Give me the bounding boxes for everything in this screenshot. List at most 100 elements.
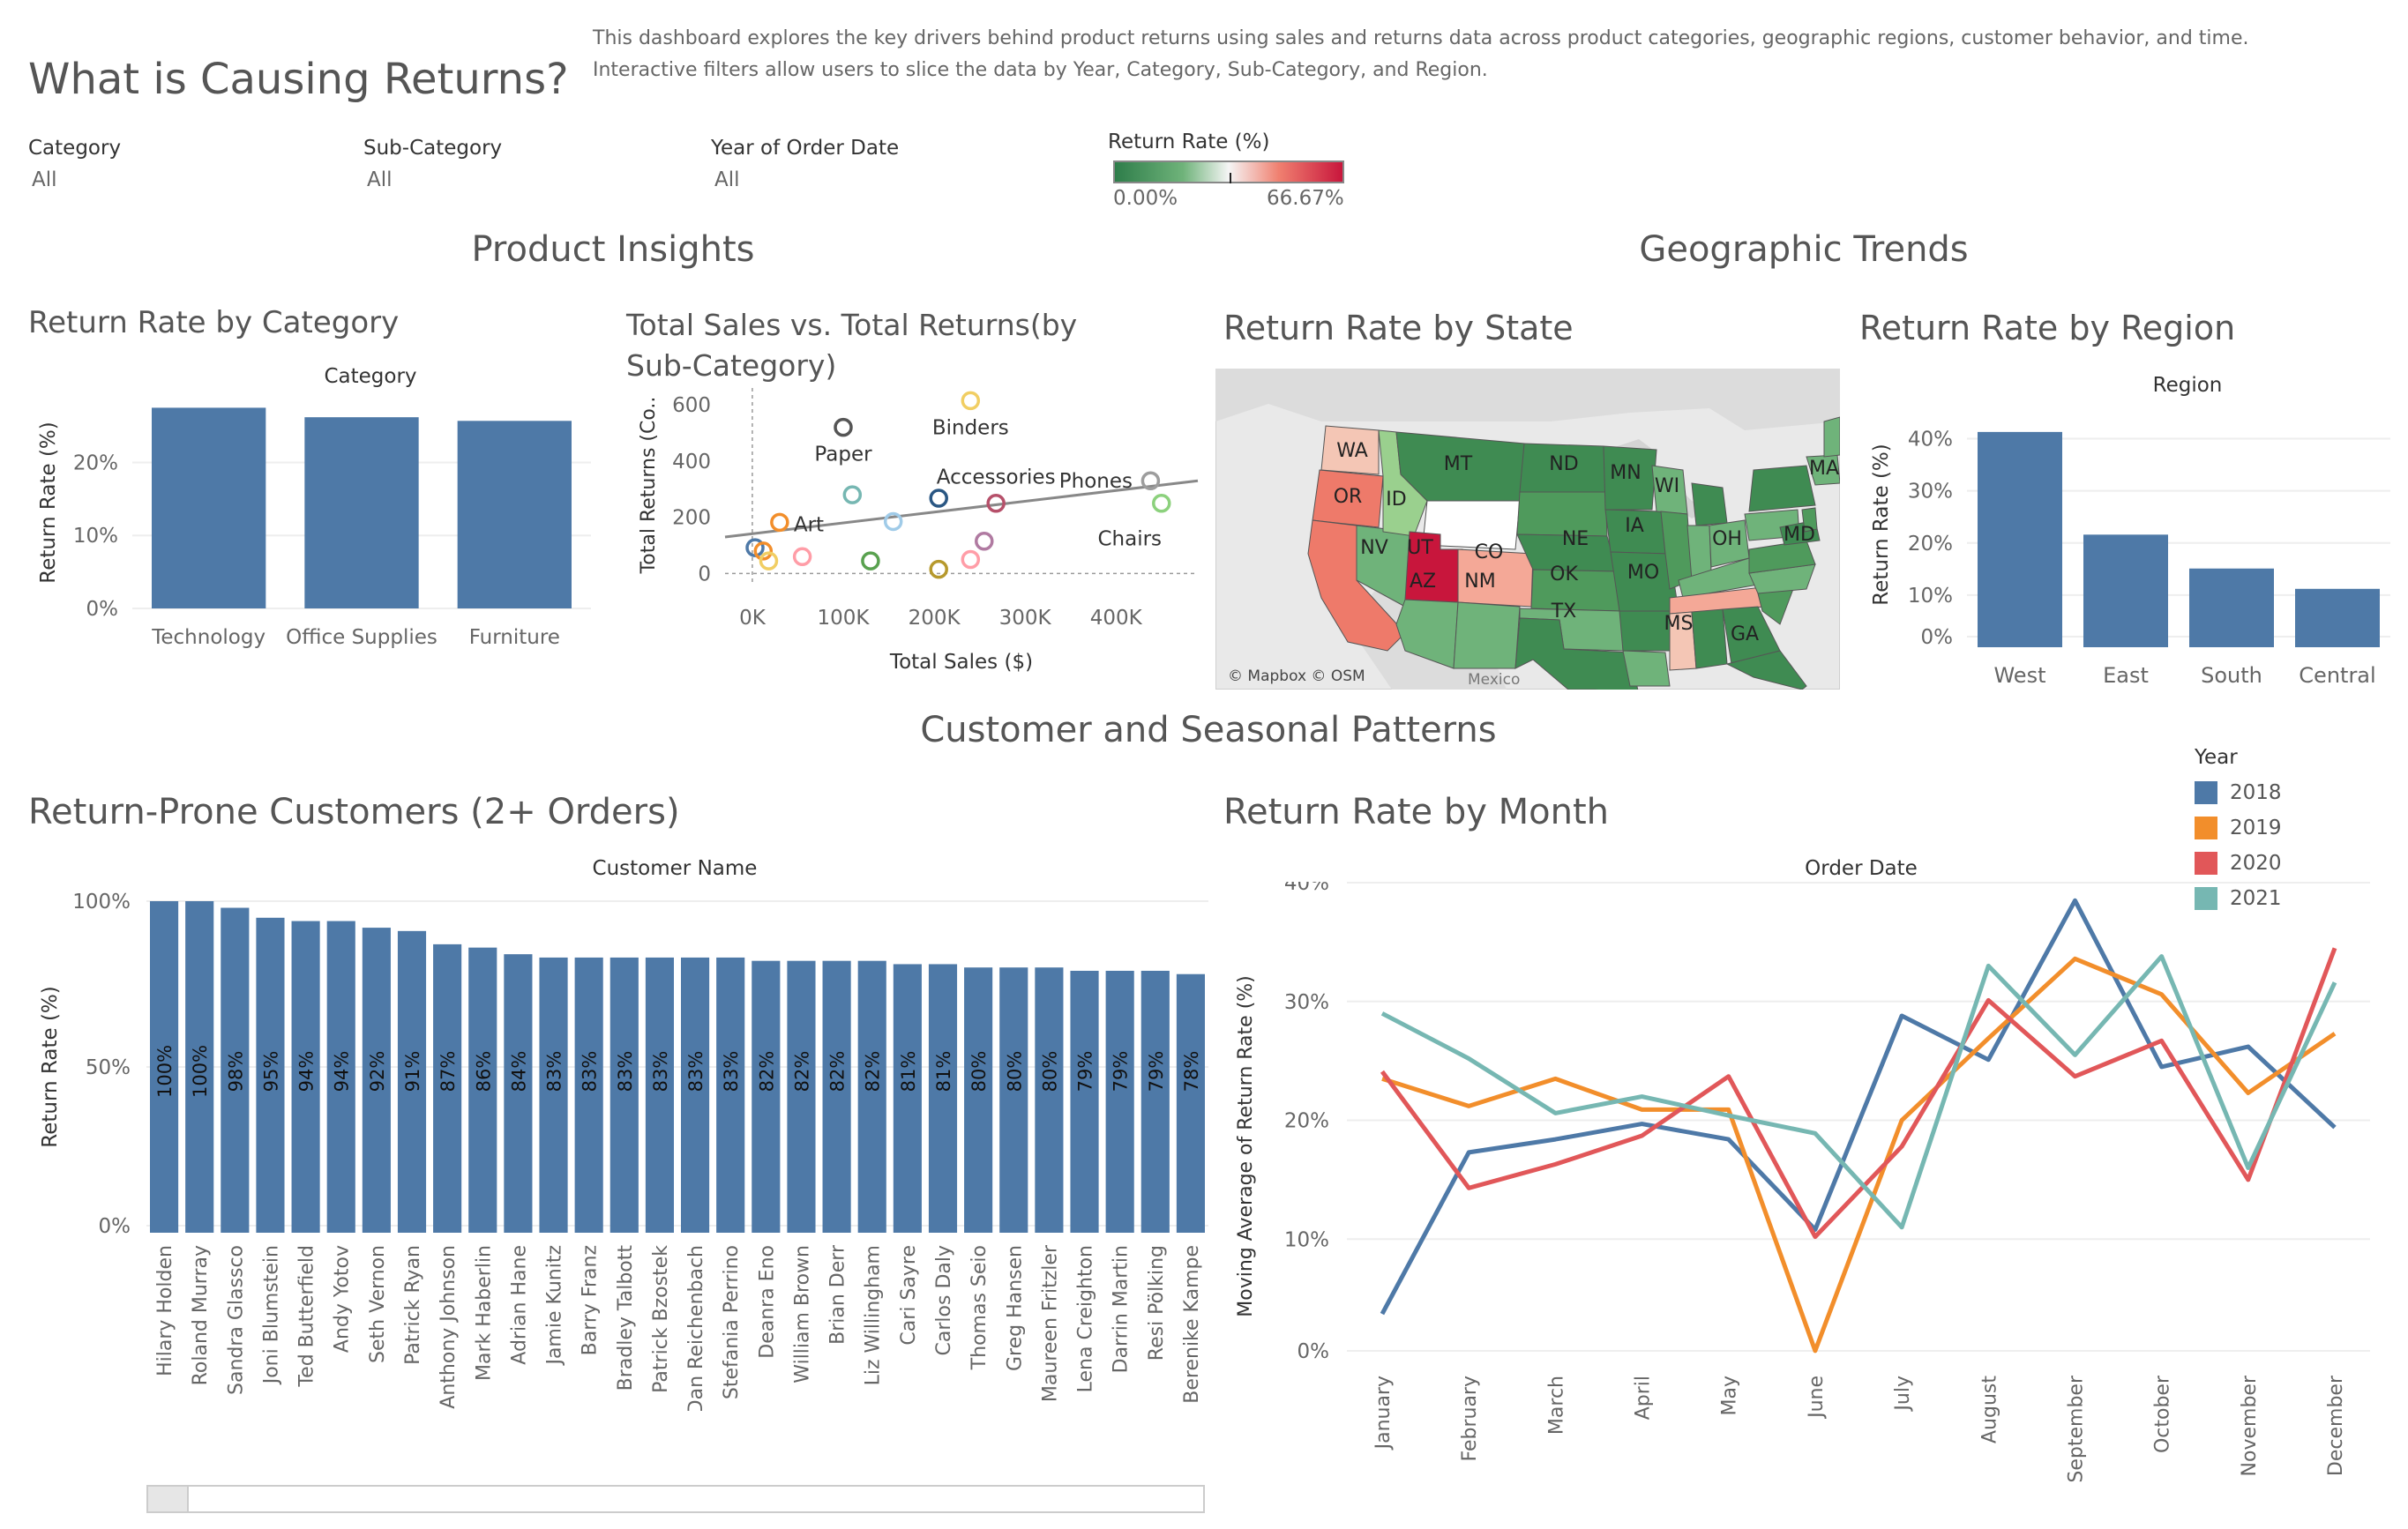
region-bar[interactable]: [2083, 534, 2168, 647]
customer-bar[interactable]: [928, 964, 958, 1233]
scatter-point[interactable]: [842, 485, 863, 504]
region-bar[interactable]: [2189, 568, 2274, 647]
filter-category[interactable]: Category All: [28, 137, 293, 191]
y-tick-label: 40%: [1284, 882, 1329, 895]
scatter-point[interactable]: [986, 493, 1006, 513]
customer-bar[interactable]: [433, 944, 462, 1233]
customer-bar[interactable]: [1176, 973, 1205, 1233]
customer-bar[interactable]: [468, 947, 497, 1233]
year-legend-item[interactable]: 2018: [2195, 781, 2371, 804]
customer-name-label: Adrian Hane: [508, 1245, 530, 1365]
customer-bar[interactable]: [504, 954, 533, 1233]
region-bar-chart[interactable]: 0% 10% 20% 30% 40% Return Rate (%) West East Sou…: [1861, 397, 2399, 697]
customer-bar[interactable]: [964, 967, 993, 1233]
state-NJ[interactable]: [1801, 507, 1818, 533]
customer-bar[interactable]: [291, 921, 320, 1233]
month-line-chart[interactable]: 0% 10% 20% 30% 40% Moving Average of Return R…: [1223, 882, 2388, 1517]
region-bar[interactable]: [2295, 588, 2380, 647]
customer-bar[interactable]: [893, 964, 922, 1233]
category-bar[interactable]: [304, 417, 419, 608]
series-line-2021[interactable]: [1380, 954, 2337, 1230]
customer-bar[interactable]: [185, 901, 214, 1233]
state-NY[interactable]: [1748, 465, 1816, 512]
customer-bar[interactable]: [221, 907, 250, 1233]
scatter-point[interactable]: [753, 541, 774, 561]
bar-value-label: 98%: [225, 1051, 246, 1093]
customer-bar[interactable]: [326, 921, 355, 1233]
horizontal-scrollbar[interactable]: [146, 1485, 1205, 1513]
scatter-point[interactable]: [759, 551, 779, 571]
customer-bar[interactable]: [1070, 970, 1099, 1233]
state-AR[interactable]: [1619, 610, 1671, 652]
customer-bar[interactable]: [574, 957, 603, 1233]
customer-bar[interactable]: [999, 967, 1028, 1233]
customer-bar[interactable]: [822, 960, 851, 1233]
scatter-point[interactable]: [861, 551, 880, 571]
filter-value[interactable]: All: [367, 168, 393, 191]
scatter-point[interactable]: [792, 547, 812, 567]
state-WA[interactable]: [1320, 425, 1380, 475]
category-bar[interactable]: [152, 407, 266, 608]
series-line-2018[interactable]: [1380, 898, 2337, 1316]
state-MN[interactable]: [1603, 445, 1657, 511]
state-FL[interactable]: [1725, 650, 1807, 690]
customer-bar[interactable]: [1035, 967, 1064, 1233]
state-AL[interactable]: [1691, 608, 1728, 669]
filter-sub-category[interactable]: Sub-Category All: [363, 137, 628, 191]
customer-bar[interactable]: [752, 960, 781, 1233]
state-WY[interactable]: [1422, 500, 1521, 550]
customer-name-label: Barry Franz: [580, 1245, 602, 1355]
year-legend-item[interactable]: 2020: [2195, 852, 2371, 875]
customer-bar[interactable]: [681, 957, 710, 1233]
series-line-2020[interactable]: [1380, 947, 2337, 1240]
customer-bar[interactable]: [609, 957, 639, 1233]
customer-bar[interactable]: [1140, 970, 1170, 1233]
scatter-point[interactable]: [770, 512, 789, 533]
scatter-point[interactable]: [834, 417, 853, 437]
scatter-point[interactable]: [1152, 493, 1171, 513]
filter-year[interactable]: Year of Order Date All: [711, 137, 1011, 191]
state-MI[interactable]: [1691, 482, 1728, 526]
filter-value[interactable]: All: [32, 168, 57, 191]
state-label: WI: [1655, 475, 1679, 497]
customers-bar-chart[interactable]: 0% 50% 100% Return Rate (%) 100% Hilary Holde…: [26, 882, 1226, 1411]
year-legend-item[interactable]: 2019: [2195, 817, 2371, 839]
state-TX[interactable]: [1514, 617, 1639, 690]
customer-bar[interactable]: [716, 957, 745, 1233]
category-bar-chart[interactable]: 0% 10% 20% Return Rate (%) Technology Office …: [26, 388, 600, 670]
sales-vs-returns-scatter[interactable]: 0 200 400 600 0K 100K 200K 300K 400K Total Return…: [623, 388, 1214, 688]
customer-bar[interactable]: [1105, 970, 1134, 1233]
scatter-point[interactable]: [975, 532, 994, 551]
legend-label: 2021: [2230, 887, 2282, 910]
return-rate-by-state-map[interactable]: WA MT ND MN OR ID WI MA NE IA OH MD NV UT CO MO OK AZ NM TX…: [1215, 369, 1840, 690]
scatter-point[interactable]: [883, 511, 903, 532]
bar-value-label: 83%: [721, 1051, 742, 1093]
customer-bar[interactable]: [150, 901, 179, 1233]
scatter-point[interactable]: [929, 489, 948, 508]
filter-value[interactable]: All: [714, 168, 740, 191]
category-bar[interactable]: [457, 421, 572, 608]
customer-bar[interactable]: [645, 957, 674, 1233]
state-OR[interactable]: [1312, 469, 1384, 528]
state-ME[interactable]: [1823, 416, 1840, 458]
scatter-point[interactable]: [961, 391, 981, 411]
x-tick-label: Technology: [151, 626, 265, 649]
scatter-point[interactable]: [1140, 471, 1161, 490]
series-line-2019[interactable]: [1381, 956, 2337, 1354]
scrollbar-thumb[interactable]: [148, 1487, 189, 1511]
customer-bar[interactable]: [857, 960, 886, 1233]
state-NM[interactable]: [1453, 601, 1521, 669]
state-LA[interactable]: [1622, 650, 1671, 687]
scatter-point[interactable]: [929, 559, 948, 579]
customer-bar[interactable]: [256, 917, 285, 1233]
year-legend-item[interactable]: 2021: [2195, 887, 2371, 910]
region-bar[interactable]: [1978, 431, 2062, 647]
scatter-point[interactable]: [961, 549, 981, 570]
region-chart-header: Region: [2152, 374, 2223, 397]
customer-bar[interactable]: [787, 960, 816, 1233]
customer-bar[interactable]: [539, 957, 568, 1233]
customer-bar[interactable]: [362, 928, 391, 1233]
state-AZ[interactable]: [1395, 599, 1459, 669]
year-legend[interactable]: Year 2018 2019 2020 2021: [2195, 746, 2371, 910]
customer-bar[interactable]: [397, 930, 427, 1233]
